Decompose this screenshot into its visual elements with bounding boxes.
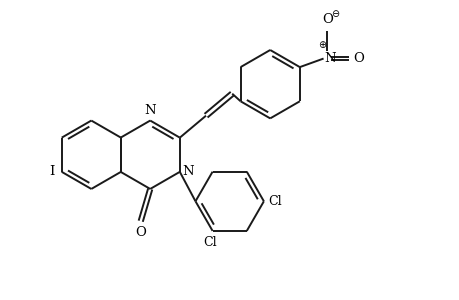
Text: O: O bbox=[321, 13, 332, 26]
Text: O: O bbox=[352, 52, 363, 64]
Text: ⊕: ⊕ bbox=[318, 40, 326, 50]
Text: O: O bbox=[135, 226, 146, 239]
Text: N: N bbox=[182, 165, 193, 178]
Text: N: N bbox=[324, 52, 336, 64]
Text: Cl: Cl bbox=[203, 236, 217, 249]
Text: ⊖: ⊖ bbox=[330, 9, 338, 19]
Text: Cl: Cl bbox=[268, 195, 282, 208]
Text: I: I bbox=[50, 165, 55, 178]
Text: N: N bbox=[144, 104, 156, 117]
